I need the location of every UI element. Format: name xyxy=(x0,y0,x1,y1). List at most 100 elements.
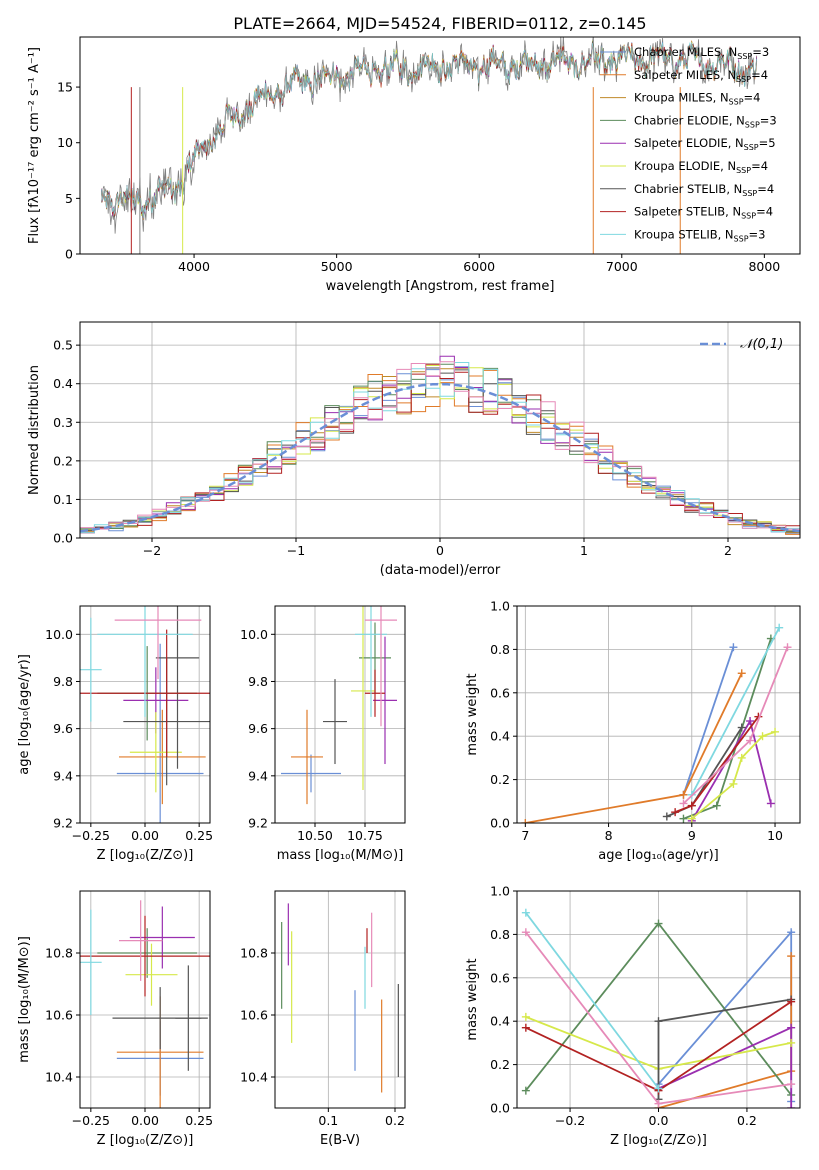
y-tick-label: 0.4 xyxy=(490,729,510,744)
y-tick-label: 0.3 xyxy=(53,415,73,430)
x-axis-label: age [log₁₀(age/yr)] xyxy=(598,848,719,863)
y-tick-label: 10.0 xyxy=(240,627,268,642)
y-tick-label: 9.4 xyxy=(53,768,73,783)
y-axis-label: mass weight xyxy=(465,673,480,755)
x-tick-label: −2 xyxy=(143,543,161,558)
panel-mass_vs_Z: −0.25 0.00 0.25 10.4 10.6 10.8 Z [log₁₀(Z/Z⊙)]… xyxy=(17,890,213,1148)
x-tick-label: 0 xyxy=(436,543,444,558)
x-tick-label: 0.00 xyxy=(131,1113,159,1128)
legend-subscript: SSP xyxy=(736,75,751,84)
y-tick-label: 9.6 xyxy=(248,721,268,736)
y-tick-label: 5 xyxy=(65,191,73,206)
x-tick-label: 0.2 xyxy=(385,1113,405,1128)
y-tick-label: 0.1 xyxy=(53,492,73,507)
y-tick-label: 9.4 xyxy=(248,768,268,783)
legend-label: Salpeter ELODIE, N xyxy=(634,136,744,150)
legend-entry: Kroupa ELODIE, NSSP=4 xyxy=(634,159,768,175)
y-tick-label: 10.4 xyxy=(45,1070,73,1085)
x-tick-label: −0.2 xyxy=(555,1113,585,1128)
x-tick-label: 9 xyxy=(688,828,696,843)
legend-suffix: =4 xyxy=(751,68,768,82)
panel-spectrum: 4000 5000 6000 7000 8000 0 5 10 15 wavelength [An… xyxy=(27,36,801,294)
y-tick-label: 0.6 xyxy=(490,685,510,700)
legend-suffix: =5 xyxy=(759,136,776,150)
x-tick-label: 0.2 xyxy=(737,1113,757,1128)
legend-subscript: SSP xyxy=(737,52,752,61)
y-tick-label: 10.0 xyxy=(45,627,73,642)
legend-label: Chabrier STELIB, N xyxy=(634,182,742,196)
x-tick-label: 8000 xyxy=(748,259,780,274)
legend-label: Kroupa ELODIE, N xyxy=(634,159,736,173)
figure-title: PLATE=2664, MJD=54524, FIBERID=0112, z=0… xyxy=(233,14,646,33)
legend-suffix: =4 xyxy=(744,91,761,105)
plot-area-weight_vs_Z xyxy=(521,908,796,1108)
x-tick-label: 0.25 xyxy=(185,1113,213,1128)
x-tick-label: −0.25 xyxy=(72,1113,110,1128)
x-axis-label: wavelength [Angstrom, rest frame] xyxy=(326,279,555,294)
plot-area-spectrum xyxy=(101,37,758,254)
y-axis-label: age [log₁₀(age/yr)] xyxy=(17,654,32,775)
legend-entry: Chabrier STELIB, NSSP=4 xyxy=(634,182,774,198)
legend-suffix: =3 xyxy=(760,113,777,127)
axes-frame xyxy=(79,36,801,255)
legend-entry: Kroupa MILES, NSSP=4 xyxy=(634,91,760,107)
spectrum-data-line xyxy=(101,37,758,234)
legend-label: Kroupa MILES, N xyxy=(634,91,729,105)
y-tick-label: 10.8 xyxy=(45,946,73,961)
axes-frame xyxy=(274,605,406,824)
legend-subscript: SSP xyxy=(742,189,757,198)
panel-weight_vs_Z: −0.2 0.0 0.2 0.0 0.2 0.4 0.6 0.8 1.0 Z [log₁₀(Z/Z… xyxy=(465,884,801,1148)
y-tick-label: 1.0 xyxy=(490,884,510,899)
x-tick-label: 7 xyxy=(521,828,529,843)
legend-suffix: =4 xyxy=(756,205,773,219)
y-axis-label: Flux [fλ10⁻¹⁷ erg cm⁻² s⁻¹ A⁻¹] xyxy=(27,47,42,244)
plot-area-mass_vs_EBV xyxy=(281,903,399,1093)
x-tick-label: 0.25 xyxy=(185,828,213,843)
y-axis-label: mass weight xyxy=(465,958,480,1040)
x-tick-label: 10.50 xyxy=(297,828,333,843)
x-tick-label: 1 xyxy=(580,543,588,558)
x-tick-label: 0.00 xyxy=(131,828,159,843)
x-tick-label: 8 xyxy=(605,828,613,843)
x-axis-label: E(B-V) xyxy=(320,1133,360,1148)
plot-area-residuals xyxy=(80,355,800,538)
y-tick-label: 10.4 xyxy=(240,1070,268,1085)
y-tick-label: 10.8 xyxy=(240,946,268,961)
plot-area-age_vs_Z xyxy=(80,606,210,823)
legend-subscript: SSP xyxy=(741,212,756,221)
panel-residuals: −2 −1 0 1 2 0.0 0.1 0.2 0.3 0.4 0.5 (data-model)/er… xyxy=(27,321,801,578)
legend-suffix: =3 xyxy=(749,227,766,241)
axes-frame xyxy=(516,605,801,824)
plot-area-age_vs_mass xyxy=(281,606,397,805)
y-tick-label: 0.8 xyxy=(490,642,510,657)
legend-subscript: SSP xyxy=(745,120,760,129)
histogram-step xyxy=(80,362,800,538)
legend-label: Chabrier ELODIE, N xyxy=(634,113,745,127)
weight-line xyxy=(658,956,793,1108)
legend-suffix: =4 xyxy=(751,159,768,173)
weight-line xyxy=(691,731,776,820)
y-tick-label: 9.6 xyxy=(53,721,73,736)
legend-entry: Chabrier ELODIE, NSSP=3 xyxy=(634,113,777,129)
y-tick-label: 0.2 xyxy=(490,1057,510,1072)
y-tick-label: 1.0 xyxy=(490,599,510,614)
y-axis-label: mass [log₁₀(M/M⊙)] xyxy=(17,936,32,1063)
y-tick-label: 0.0 xyxy=(490,816,510,831)
legend-subscript: SSP xyxy=(729,98,744,107)
plot-area-mass_vs_Z xyxy=(80,900,210,1108)
panel-weight_vs_age: 7 8 9 10 0.0 0.2 0.4 0.6 0.8 1.0 age [log₁₀(age/yr… xyxy=(465,599,801,863)
y-tick-label: 0.6 xyxy=(490,970,510,985)
x-tick-label: 10 xyxy=(767,828,783,843)
histogram-step xyxy=(80,361,800,538)
legend-entry: Salpeter ELODIE, NSSP=5 xyxy=(634,136,776,152)
y-tick-label: 0.2 xyxy=(53,453,73,468)
x-tick-label: −1 xyxy=(287,543,305,558)
gaussian-reference-line xyxy=(80,382,800,533)
y-tick-label: 10 xyxy=(57,135,73,150)
weight-line xyxy=(691,627,780,796)
y-tick-label: 0.2 xyxy=(490,772,510,787)
x-axis-label: Z [log₁₀(Z/Z⊙)] xyxy=(610,1133,707,1148)
x-tick-label: 7000 xyxy=(606,259,638,274)
legend-entry: 𝒩(0,1) xyxy=(740,337,783,352)
